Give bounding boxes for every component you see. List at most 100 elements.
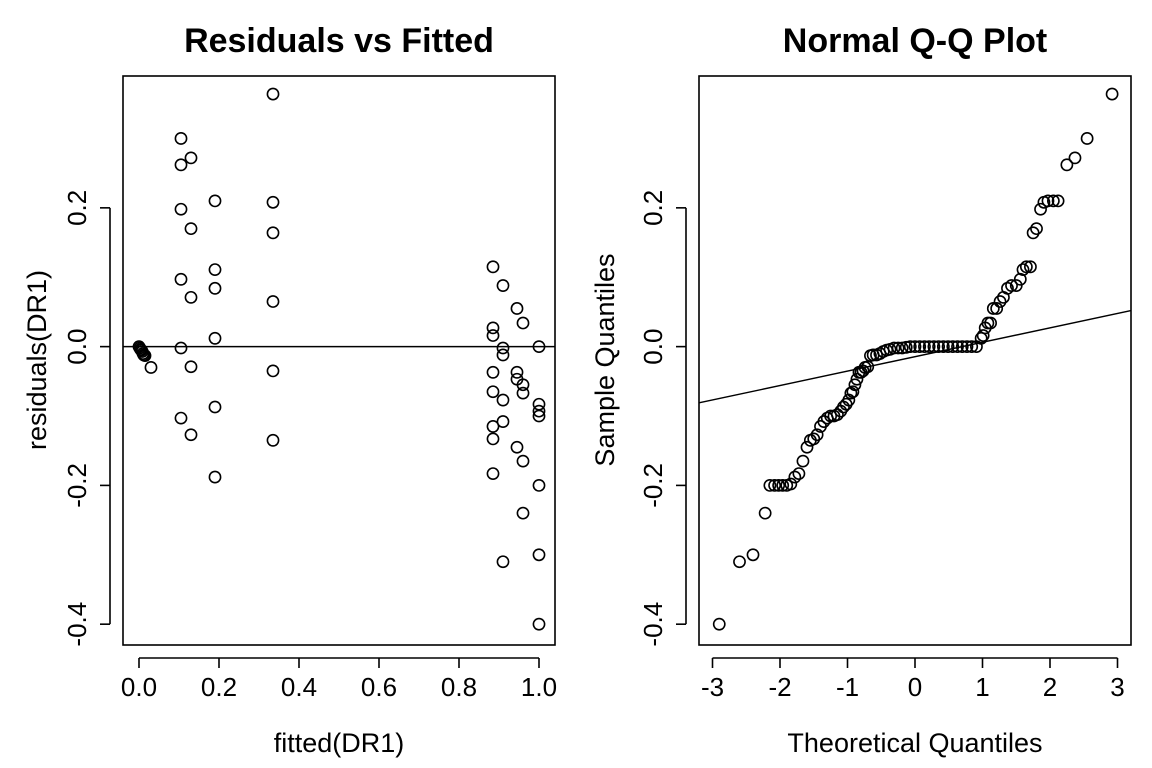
data-point xyxy=(1024,260,1037,274)
data-point xyxy=(266,87,280,101)
data-point xyxy=(486,420,500,433)
x-tick-label: 0.2 xyxy=(201,672,237,702)
data-point xyxy=(1019,260,1033,274)
data-point xyxy=(1046,194,1060,208)
data-point xyxy=(516,454,530,468)
data-point xyxy=(486,321,500,335)
data-point xyxy=(908,340,922,354)
data-point xyxy=(516,386,530,400)
data-point xyxy=(913,340,927,354)
residuals-vs-fitted-panel: Residuals vs Fitted fitted(DR1) residual… xyxy=(22,22,557,758)
data-point xyxy=(1034,202,1047,216)
data-point xyxy=(891,341,905,355)
data-point xyxy=(932,340,946,354)
data-point xyxy=(796,454,810,468)
data-point xyxy=(993,295,1007,308)
data-point xyxy=(532,404,546,418)
data-point xyxy=(946,340,960,354)
data-point xyxy=(532,479,546,492)
data-point xyxy=(936,340,950,354)
data-point xyxy=(266,433,280,447)
y-tick-label: 0.2 xyxy=(638,190,668,226)
data-point xyxy=(516,506,530,520)
data-point xyxy=(1005,279,1018,292)
data-point xyxy=(266,195,280,209)
data-point xyxy=(990,302,1004,315)
data-point xyxy=(208,470,222,484)
data-point xyxy=(887,341,901,355)
data-point xyxy=(984,316,997,330)
data-point xyxy=(496,555,510,569)
data-point xyxy=(807,432,821,446)
data-point xyxy=(174,411,188,425)
data-point xyxy=(810,428,824,442)
data-point xyxy=(712,617,726,631)
data-point xyxy=(208,194,222,208)
chart-title: Normal Q-Q Plot xyxy=(783,22,1047,60)
x-tick-label: 0.4 xyxy=(281,672,317,702)
data-point xyxy=(941,340,955,354)
data-point xyxy=(976,329,990,342)
data-point xyxy=(208,331,222,345)
data-point xyxy=(144,361,158,374)
data-point xyxy=(800,440,814,454)
data-point xyxy=(788,470,802,484)
plot-frame xyxy=(122,75,556,646)
y-tick-label: -0.2 xyxy=(62,463,92,508)
data-point xyxy=(951,340,964,354)
data-point xyxy=(138,349,152,363)
data-point xyxy=(486,432,500,446)
data-point xyxy=(486,385,500,399)
data-point xyxy=(1051,194,1065,208)
data-point xyxy=(486,329,500,342)
chart-title: Residuals vs Fitted xyxy=(184,22,494,60)
data-point xyxy=(208,263,222,276)
data-point xyxy=(792,467,806,481)
data-point xyxy=(746,548,760,562)
y-tick-label: 0.0 xyxy=(638,329,668,365)
x-tick-label: 0 xyxy=(908,672,922,702)
data-point xyxy=(516,378,530,392)
data-points xyxy=(698,87,1132,631)
data-point xyxy=(184,151,198,165)
x-tick-label: 0.6 xyxy=(361,672,397,702)
data-point xyxy=(776,479,790,492)
data-point xyxy=(960,340,974,354)
data-points xyxy=(123,87,555,631)
data-point xyxy=(510,365,524,379)
data-point xyxy=(496,348,510,362)
data-point xyxy=(510,440,524,454)
data-point xyxy=(496,279,510,292)
data-point xyxy=(496,415,510,428)
data-point xyxy=(1009,279,1023,292)
y-tick-label: 0.2 xyxy=(62,190,92,226)
data-point xyxy=(174,158,188,172)
qq-reference-line xyxy=(698,309,1132,404)
data-point xyxy=(986,302,1000,315)
data-point xyxy=(955,340,969,354)
data-point xyxy=(1105,87,1119,101)
data-point xyxy=(174,341,188,355)
y-axis-label: residuals(DR1) xyxy=(22,270,52,450)
data-point xyxy=(496,393,510,407)
data-point xyxy=(486,365,500,379)
x-tick-label: 3 xyxy=(1110,672,1124,702)
data-point xyxy=(532,548,546,562)
x-tick-label: 2 xyxy=(1043,672,1057,702)
data-point xyxy=(763,479,777,492)
data-point xyxy=(266,226,280,240)
data-point xyxy=(824,409,838,423)
data-point xyxy=(1026,226,1040,240)
y-tick-label: -0.4 xyxy=(62,602,92,647)
x-tick-label: 1 xyxy=(975,672,989,702)
data-point xyxy=(486,467,500,481)
data-point xyxy=(208,400,222,414)
plot-frame xyxy=(698,75,1132,646)
x-tick-label: 0.8 xyxy=(441,672,477,702)
y-tick-label: 0.0 xyxy=(62,329,92,365)
y-tick-label: -0.2 xyxy=(638,463,668,508)
data-point xyxy=(208,281,222,295)
x-axis-label: fitted(DR1) xyxy=(274,728,405,758)
data-point xyxy=(266,364,280,378)
